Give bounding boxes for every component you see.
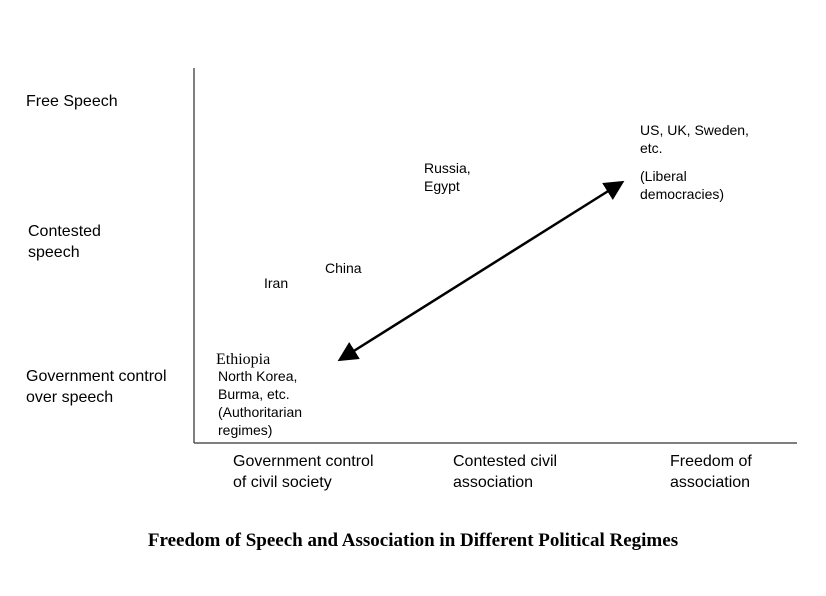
point-auth-line1: North Korea, (218, 368, 298, 384)
point-iran: Iran (264, 275, 289, 291)
point-auth-line4: regimes) (218, 422, 273, 438)
point-auth-line3: (Authoritarian (218, 404, 303, 420)
point-china: China (325, 260, 362, 276)
x-label-gov-line2: of civil society (233, 474, 332, 491)
point-liberal-line3: (Liberal (640, 168, 687, 184)
x-label-freedom-association: Freedom of association (670, 451, 752, 493)
y-label-government-control: Government control over speech (26, 366, 167, 408)
point-russia-line1: Russia, (424, 160, 471, 176)
x-label-contested-line2: association (453, 474, 534, 491)
y-label-free-speech: Free Speech (26, 93, 118, 110)
point-auth-line2: Burma, etc. (218, 386, 290, 402)
y-label-gov-line1: Government control (26, 368, 167, 385)
point-liberal-democracies: US, UK, Sweden, etc. (Liberal democracie… (640, 121, 749, 203)
point-liberal-line4: democracies) (640, 186, 725, 202)
x-label-freedom-line2: association (670, 474, 751, 491)
point-authoritarian-regimes: North Korea, Burma, etc. (Authoritarian … (218, 367, 302, 439)
point-liberal-line2: etc. (640, 140, 663, 156)
double-arrow (337, 180, 625, 362)
point-ethiopia: Ethiopia (216, 351, 271, 368)
x-label-freedom-line1: Freedom of (670, 453, 752, 470)
x-label-gov-line1: Government control (233, 453, 374, 470)
y-label-contested-speech: Contested speech (28, 221, 101, 263)
point-russia-egypt: Russia, Egypt (424, 159, 471, 195)
point-liberal-line1: US, UK, Sweden, (640, 122, 749, 138)
y-label-contested-line2: speech (28, 244, 80, 261)
x-label-government-control: Government control of civil society (233, 451, 374, 493)
point-russia-line2: Egypt (424, 178, 460, 194)
y-label-gov-line2: over speech (26, 389, 114, 406)
x-label-contested-association: Contested civil association (453, 451, 557, 493)
y-label-contested-line1: Contested (28, 223, 101, 240)
x-label-contested-line1: Contested civil (453, 453, 558, 470)
figure-caption: Freedom of Speech and Association in Dif… (147, 530, 679, 551)
